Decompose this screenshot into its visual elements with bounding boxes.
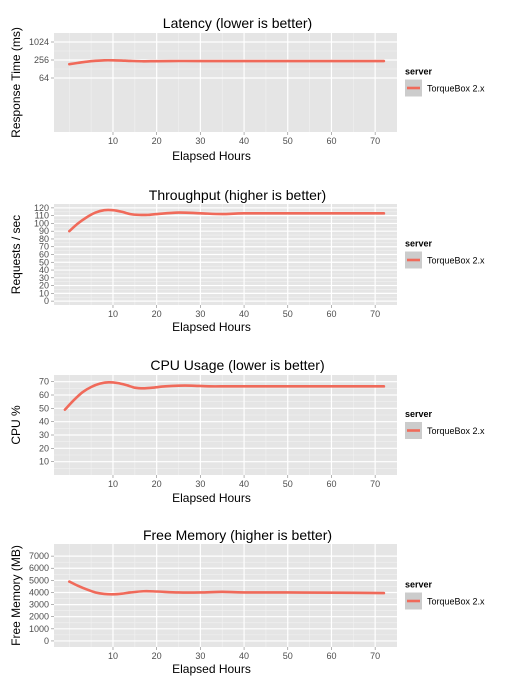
y-axis-label: CPU % xyxy=(9,405,23,445)
x-tick-label: 40 xyxy=(239,309,249,319)
x-tick-label: 30 xyxy=(195,479,205,489)
y-tick-label: 40 xyxy=(39,417,49,427)
y-tick-label: 30 xyxy=(39,273,49,283)
y-tick-label: 64 xyxy=(39,73,49,83)
chart-title: CPU Usage (lower is better) xyxy=(150,357,324,373)
y-tick-label: 10 xyxy=(39,457,49,467)
y-tick-label: 60 xyxy=(39,250,49,260)
y-tick-label: 5000 xyxy=(29,575,49,585)
x-tick-label: 30 xyxy=(195,136,205,146)
y-axis-label: Requests / sec xyxy=(9,215,23,294)
legend: server TorqueBox 2.x xyxy=(405,67,485,97)
y-tick-label: 30 xyxy=(39,430,49,440)
plot-panel xyxy=(54,544,397,647)
chart-title: Free Memory (higher is better) xyxy=(143,527,332,543)
y-tick-label: 50 xyxy=(39,403,49,413)
y-tick-label: 40 xyxy=(39,265,49,275)
legend-label: TorqueBox 2.x xyxy=(427,84,485,94)
x-tick-label: 60 xyxy=(326,479,336,489)
y-axis-label: Response Time (ms) xyxy=(9,27,23,138)
y-tick-label: 80 xyxy=(39,234,49,244)
series-line xyxy=(67,58,386,66)
plot-panel xyxy=(54,375,397,475)
x-tick-label: 60 xyxy=(326,651,336,661)
series-line xyxy=(67,208,386,233)
x-tick-label: 10 xyxy=(108,479,118,489)
y-tick-label: 1000 xyxy=(29,624,49,634)
y-tick-label: 0 xyxy=(44,636,49,646)
x-axis-label: Elapsed Hours xyxy=(172,491,251,505)
legend-label: TorqueBox 2.x xyxy=(427,597,485,607)
x-axis-label: Elapsed Hours xyxy=(172,320,251,334)
y-tick-label: 50 xyxy=(39,257,49,267)
x-tick-label: 20 xyxy=(152,651,162,661)
x-tick-label: 20 xyxy=(152,309,162,319)
x-tick-label: 50 xyxy=(283,651,293,661)
y-tick-label: 20 xyxy=(39,281,49,291)
y-tick-label: 90 xyxy=(39,226,49,236)
legend: server TorqueBox 2.x xyxy=(405,239,485,269)
chart-4: 10 20 30 40 50 60 70 0 1000 2000 3000 4000 5000 6000 7… xyxy=(9,527,485,676)
y-axis-label: Free Memory (MB) xyxy=(9,545,23,646)
y-tick-label: 120 xyxy=(34,203,49,213)
y-tick-label: 10 xyxy=(39,288,49,298)
legend: server TorqueBox 2.x xyxy=(405,409,485,439)
y-tick-label: 256 xyxy=(34,55,49,65)
x-tick-label: 20 xyxy=(152,136,162,146)
chart-2: 10 20 30 40 50 60 7001020304050607080901001101… xyxy=(9,187,485,334)
y-tick-label: 4000 xyxy=(29,587,49,597)
x-tick-label: 70 xyxy=(370,136,380,146)
x-tick-label: 10 xyxy=(108,651,118,661)
x-tick-label: 60 xyxy=(326,136,336,146)
legend-title: server xyxy=(405,409,433,419)
y-tick-label: 70 xyxy=(39,242,49,252)
x-tick-label: 20 xyxy=(152,479,162,489)
y-tick-label: 0 xyxy=(44,296,49,306)
x-tick-label: 40 xyxy=(239,651,249,661)
x-tick-label: 70 xyxy=(370,651,380,661)
legend-title: server xyxy=(405,239,433,249)
x-tick-label: 30 xyxy=(195,651,205,661)
x-tick-label: 40 xyxy=(239,136,249,146)
x-tick-label: 50 xyxy=(283,136,293,146)
y-tick-label: 2000 xyxy=(29,612,49,622)
plot-panel xyxy=(54,33,397,132)
y-tick-label: 1024 xyxy=(29,37,49,47)
x-tick-label: 70 xyxy=(370,309,380,319)
series-line xyxy=(67,580,386,596)
x-tick-label: 60 xyxy=(326,309,336,319)
y-tick-label: 70 xyxy=(39,377,49,387)
x-tick-label: 30 xyxy=(195,309,205,319)
chart-3: 10 20 30 40 50 60 70 10 20 30 40 50 60 70 CPU Usage (l… xyxy=(9,357,485,505)
x-axis-label: Elapsed Hours xyxy=(172,662,251,676)
series-line xyxy=(63,381,386,411)
legend-label: TorqueBox 2.x xyxy=(427,256,485,266)
x-tick-label: 70 xyxy=(370,479,380,489)
chart-title: Throughput (higher is better) xyxy=(149,187,326,203)
chart-1: 10 20 30 40 50 60 70 64 256 1024 Latency (lower is… xyxy=(9,15,485,163)
legend-label: TorqueBox 2.x xyxy=(427,426,485,436)
y-tick-label: 100 xyxy=(34,218,49,228)
legend-title: server xyxy=(405,67,433,77)
y-tick-label: 20 xyxy=(39,443,49,453)
x-tick-label: 10 xyxy=(108,136,118,146)
x-tick-label: 10 xyxy=(108,309,118,319)
legend: server TorqueBox 2.x xyxy=(405,580,485,610)
y-tick-label: 110 xyxy=(35,211,49,221)
y-tick-label: 7000 xyxy=(29,551,49,561)
legend-title: server xyxy=(405,580,433,590)
x-tick-label: 40 xyxy=(239,479,249,489)
y-tick-label: 60 xyxy=(39,390,49,400)
x-tick-label: 50 xyxy=(283,309,293,319)
x-axis-label: Elapsed Hours xyxy=(172,149,251,163)
y-tick-label: 6000 xyxy=(29,563,49,573)
chart-title: Latency (lower is better) xyxy=(163,15,312,31)
x-tick-label: 50 xyxy=(283,479,293,489)
y-tick-label: 3000 xyxy=(29,600,49,610)
